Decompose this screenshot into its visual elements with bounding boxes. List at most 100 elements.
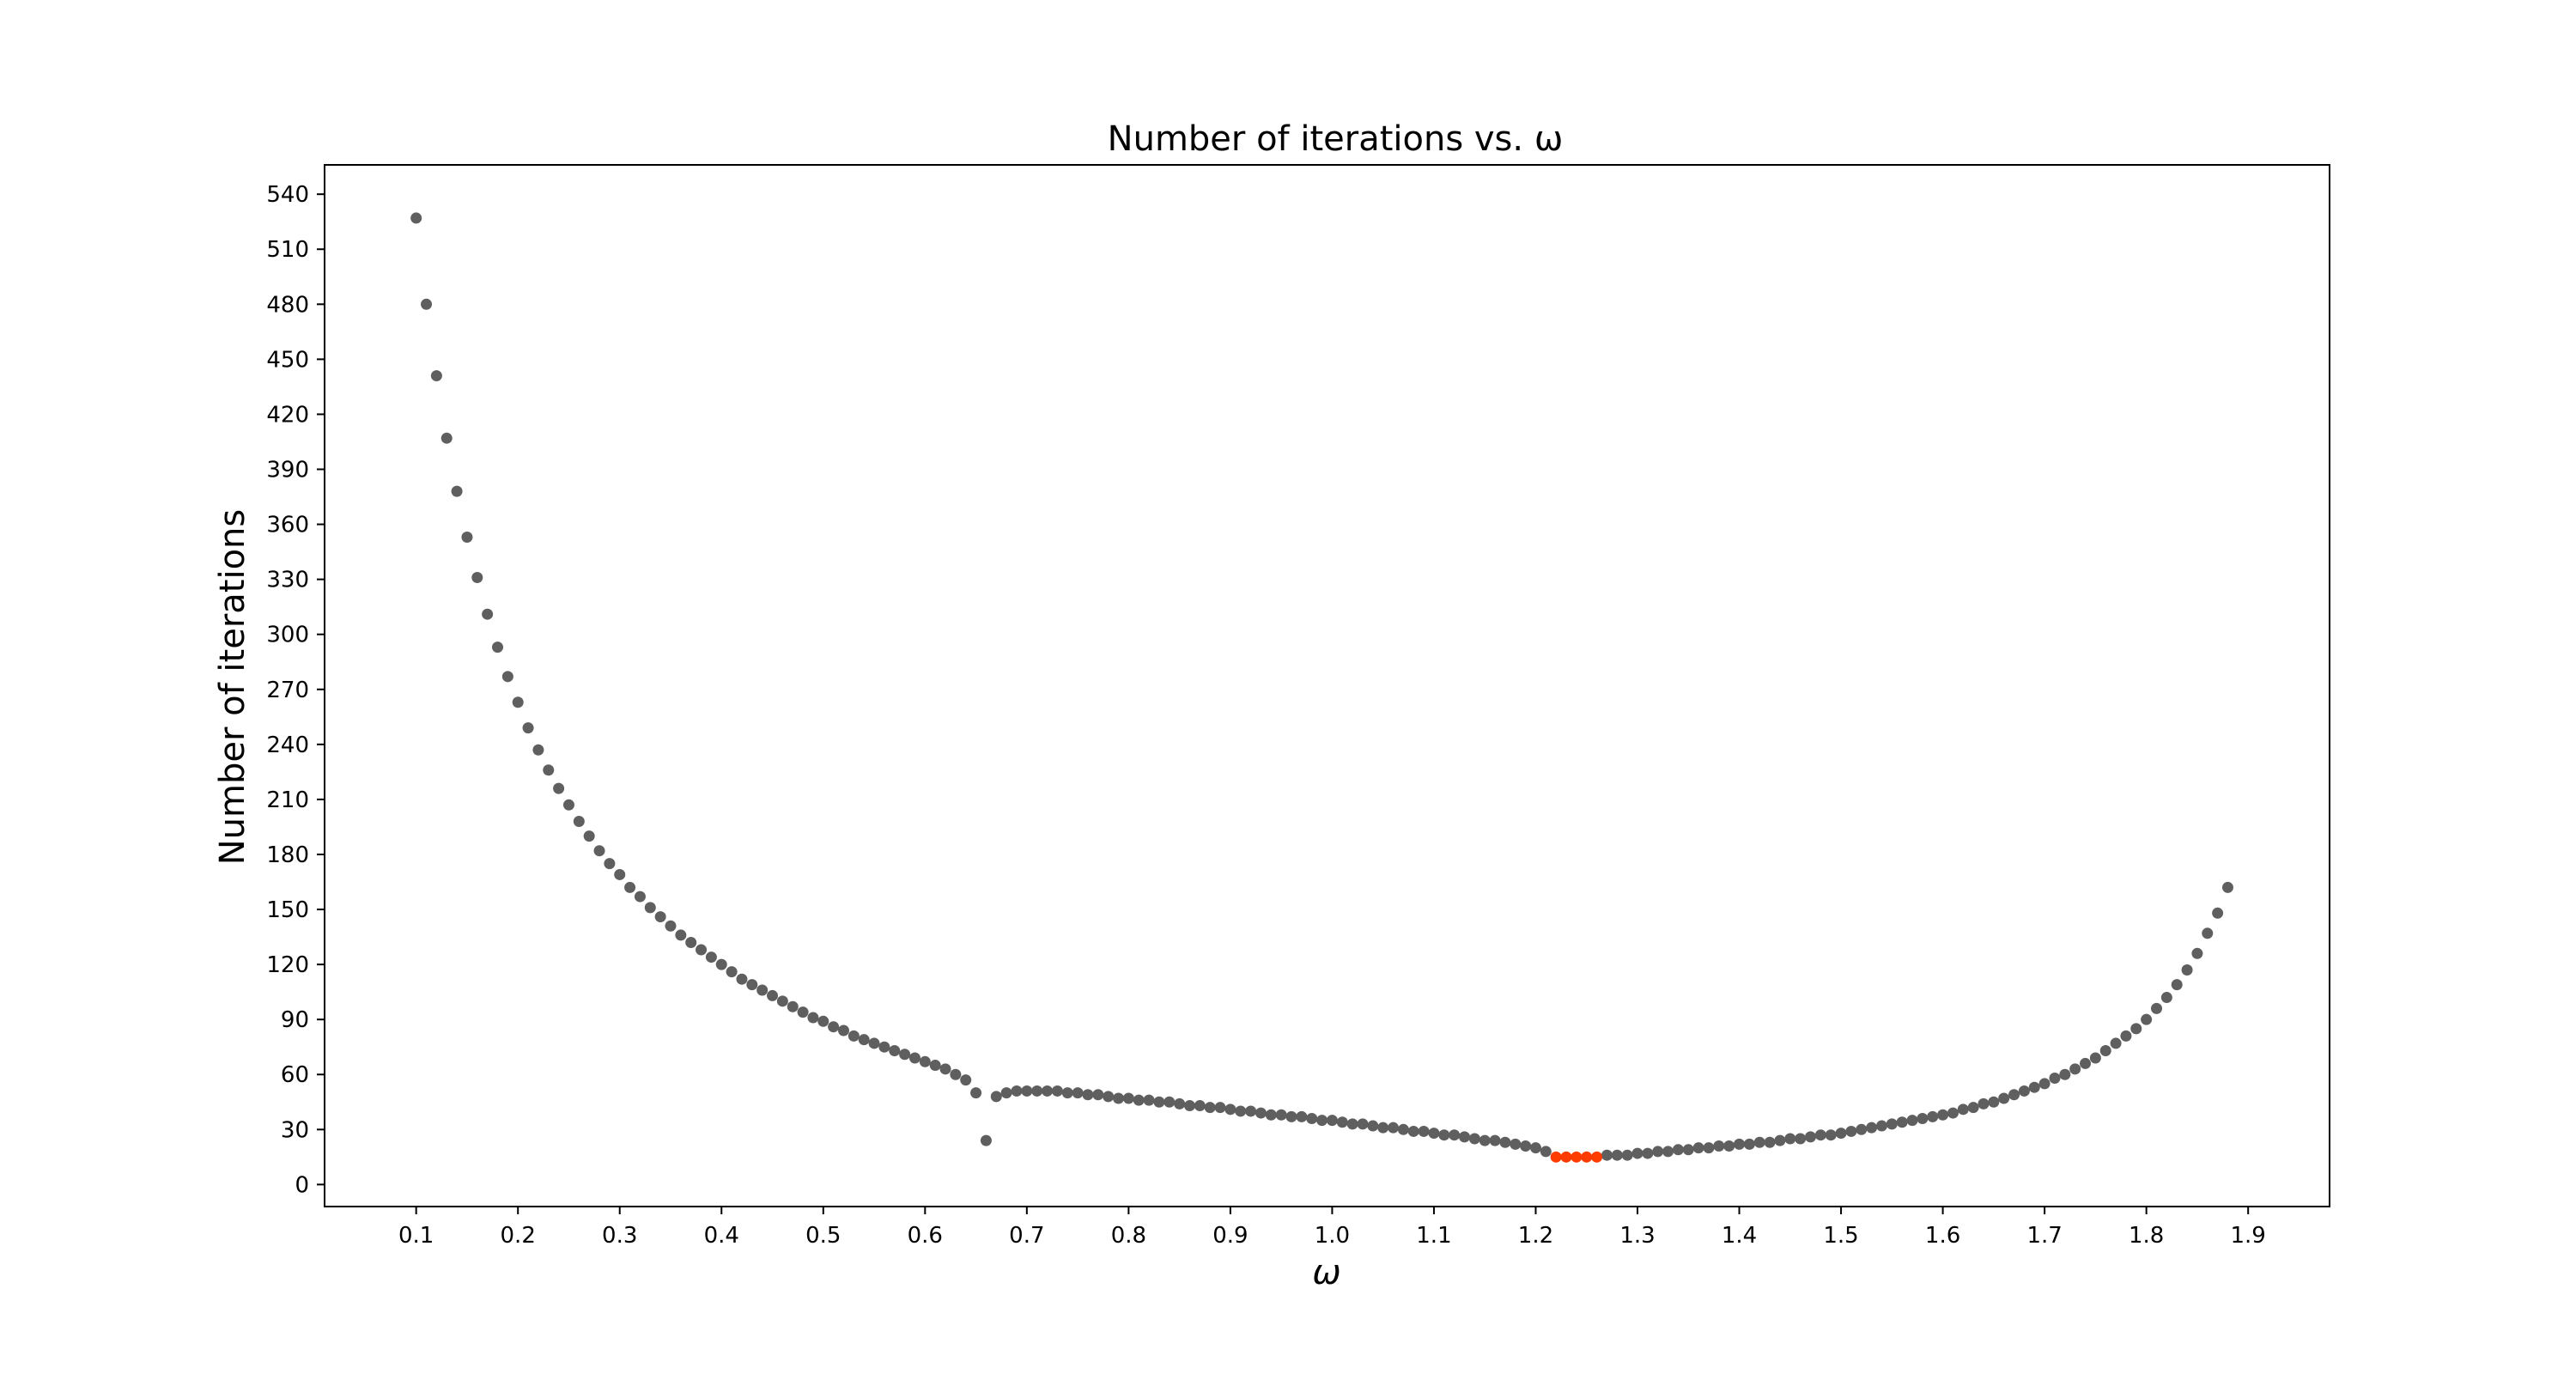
data-point (1967, 1102, 1979, 1114)
data-point (960, 1074, 972, 1086)
data-point (746, 979, 758, 991)
data-point (573, 816, 585, 828)
optimal-data-point (1591, 1151, 1603, 1163)
data-point (1988, 1096, 2000, 1108)
data-point (889, 1044, 901, 1056)
data-point (1459, 1131, 1471, 1143)
data-point (1235, 1105, 1247, 1117)
data-point (1021, 1085, 1033, 1097)
x-tick-label: 1.6 (1925, 1223, 1960, 1249)
x-tick-label: 0.2 (501, 1223, 536, 1249)
data-point (2008, 1089, 2020, 1101)
x-tick-label: 1.8 (2129, 1223, 2164, 1249)
data-point (1896, 1116, 1908, 1128)
data-point (1407, 1125, 1419, 1137)
data-point (2212, 907, 2224, 919)
data-point (908, 1052, 920, 1064)
y-axis-ticks: 0 30 60 90 120 150 180 210 240 270 300 330 360 390 420… (266, 182, 325, 1198)
optimal-data-point (1581, 1151, 1593, 1163)
data-point (2099, 1044, 2111, 1056)
data-point (532, 744, 544, 756)
data-point (1072, 1087, 1084, 1099)
x-tick-label: 0.9 (1212, 1223, 1248, 1249)
x-tick-label: 1.5 (1823, 1223, 1858, 1249)
data-point (1520, 1140, 1532, 1152)
data-point (919, 1055, 931, 1067)
data-point (1713, 1140, 1725, 1152)
data-point (604, 858, 616, 870)
data-point (1336, 1116, 1348, 1128)
x-tick-label: 1.0 (1315, 1223, 1350, 1249)
data-point (1774, 1134, 1786, 1146)
data-point (1265, 1109, 1277, 1121)
data-point (1743, 1138, 1755, 1150)
data-point (2171, 979, 2183, 991)
data-point (1418, 1125, 1430, 1137)
y-tick-label: 60 (281, 1062, 309, 1088)
data-point (899, 1049, 911, 1061)
data-points (410, 212, 2233, 1163)
y-axis-title: Number of iterations (213, 509, 252, 866)
data-point (1814, 1129, 1826, 1141)
data-point (1631, 1147, 1643, 1159)
data-point (858, 1034, 870, 1046)
x-axis-ticks: 0.1 0.2 0.3 0.4 0.5 0.6 0.7 0.8 0.9 1.0 1.1 1.2 1.3 1… (398, 1207, 2266, 1249)
data-point (1143, 1094, 1155, 1106)
data-point (1947, 1107, 1959, 1119)
data-point (1306, 1112, 1318, 1124)
data-point (543, 764, 555, 776)
x-tick-label: 0.5 (805, 1223, 841, 1249)
data-point (583, 830, 595, 842)
data-point (1937, 1109, 1949, 1121)
data-point (1174, 1097, 1186, 1110)
data-point (451, 485, 463, 497)
data-point (848, 1030, 860, 1042)
y-tick-label: 180 (266, 842, 309, 868)
data-point (970, 1087, 982, 1099)
data-point (1163, 1096, 1176, 1108)
data-point (522, 722, 534, 734)
data-point (696, 944, 708, 956)
data-point (837, 1024, 849, 1037)
data-point (1957, 1103, 1969, 1116)
data-point (1672, 1144, 1684, 1156)
data-point (410, 212, 422, 224)
data-point (1805, 1131, 1817, 1143)
data-point (1682, 1144, 1694, 1156)
data-point (1468, 1133, 1480, 1145)
data-point (1692, 1142, 1704, 1154)
data-point (1449, 1129, 1461, 1141)
data-point (1122, 1092, 1134, 1104)
data-point (1346, 1118, 1358, 1130)
x-tick-label: 0.4 (704, 1223, 739, 1249)
data-point (1621, 1149, 1633, 1161)
y-tick-label: 510 (266, 237, 309, 263)
data-point (1479, 1134, 1491, 1146)
data-point (1703, 1142, 1715, 1154)
data-point (2069, 1063, 2081, 1075)
data-point (1388, 1122, 1400, 1134)
x-tick-label: 1.3 (1619, 1223, 1655, 1249)
data-point (1642, 1147, 1654, 1159)
data-point (1886, 1118, 1898, 1130)
x-tick-label: 0.3 (602, 1223, 637, 1249)
data-point (1927, 1110, 1939, 1122)
data-point (1051, 1085, 1063, 1097)
data-point (1835, 1128, 1847, 1140)
data-point (1275, 1109, 1287, 1121)
data-point (2221, 881, 2233, 893)
x-tick-label: 1.4 (1722, 1223, 1757, 1249)
data-point (471, 572, 483, 584)
data-point (929, 1060, 941, 1072)
data-point (2049, 1073, 2061, 1085)
data-point (2110, 1037, 2122, 1049)
data-point (654, 911, 666, 923)
y-tick-label: 270 (266, 678, 309, 703)
data-point (1397, 1123, 1409, 1135)
y-tick-label: 120 (266, 952, 309, 978)
data-point (1316, 1115, 1328, 1127)
data-point (2080, 1057, 2092, 1069)
data-point (1906, 1115, 1918, 1127)
data-point (1856, 1123, 1868, 1135)
x-tick-label: 0.7 (1009, 1223, 1044, 1249)
